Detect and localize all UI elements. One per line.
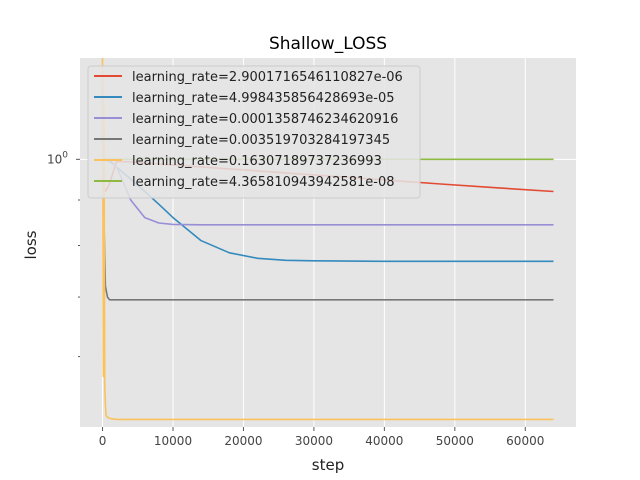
x-tick-label: 60000 [506,434,544,448]
chart-title: Shallow_LOSS [269,34,387,54]
legend-label: learning_rate=0.0001358746234620916 [132,112,398,127]
legend-label: learning_rate=0.003519703284197345 [132,133,390,148]
legend-frame [87,65,421,199]
x-tick-label: 10000 [154,434,192,448]
x-tick-label: 50000 [436,434,474,448]
legend-label: learning_rate=0.16307189737236993 [132,154,382,169]
x-tick-label: 20000 [224,434,262,448]
x-axis-label: step [312,456,344,474]
legend: learning_rate=2.9001716546110827e-06lear… [87,65,421,199]
legend-label: learning_rate=2.9001716546110827e-06 [132,70,403,85]
legend-label: learning_rate=4.998435856428693e-05 [132,91,395,106]
y-axis-ticks: 100 [47,150,80,358]
y-tick-label: 100 [47,150,68,166]
y-axis-label: loss [22,230,40,259]
x-axis-ticks: 0 10000 20000 30000 40000 50000 60000 [99,427,544,448]
legend-label: learning_rate=4.365810943942581e-08 [132,175,395,190]
x-tick-label: 0 [99,434,107,448]
x-tick-label: 30000 [295,434,333,448]
x-tick-label: 40000 [365,434,403,448]
